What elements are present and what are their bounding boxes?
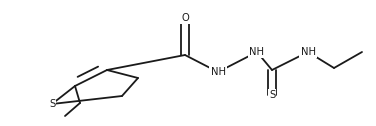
Text: O: O	[181, 13, 189, 23]
Text: NH: NH	[300, 47, 315, 57]
Text: S: S	[269, 90, 275, 100]
Text: S: S	[49, 99, 55, 109]
Text: NH: NH	[250, 47, 264, 57]
Text: NH: NH	[211, 67, 226, 77]
